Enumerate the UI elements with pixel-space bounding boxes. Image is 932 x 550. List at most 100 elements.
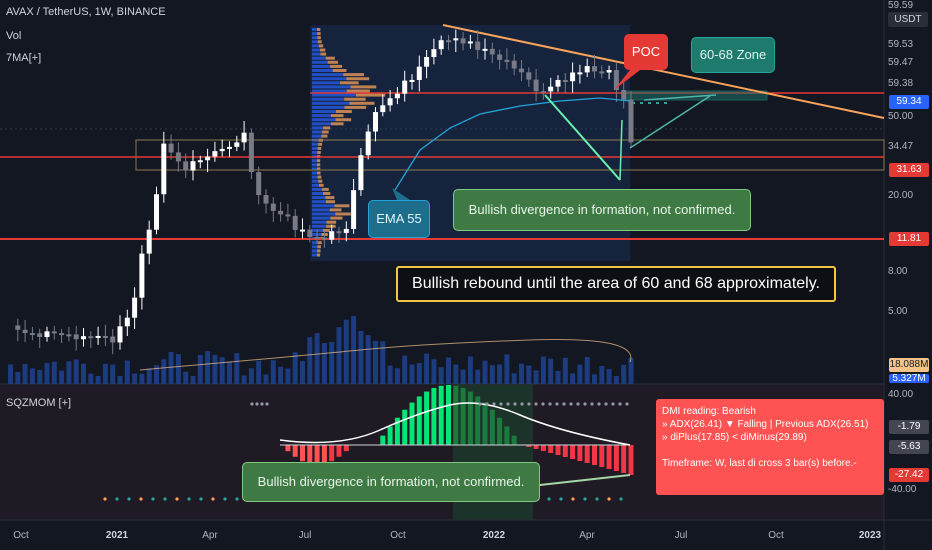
sqzmom-legend[interactable]: SQZMOM [+] [6, 397, 72, 409]
volume-bar [314, 333, 320, 384]
volume-bar [51, 361, 57, 384]
volume-profile-bar [330, 114, 344, 118]
volume-legend[interactable]: Vol [6, 30, 22, 42]
volume-profile-bar [317, 171, 321, 175]
divergence-callout-bottom[interactable]: Bullish divergence in formation, not con… [242, 462, 540, 502]
volume-bar [540, 356, 546, 384]
volume-profile-bar [318, 183, 324, 187]
candle-body [29, 333, 35, 336]
volume-bar [146, 368, 152, 384]
volume-profile-bar [316, 28, 321, 31]
candle-body [161, 143, 167, 195]
momentum-bar [446, 385, 451, 445]
poc-callout[interactable]: POC [624, 34, 668, 70]
squeeze-dot [211, 497, 215, 501]
momentum-bar [329, 445, 335, 462]
volume-profile-bar [350, 85, 377, 89]
momentum-bar [540, 445, 546, 451]
volume-bar [526, 365, 532, 384]
volume-profile-bar [312, 249, 318, 253]
momentum-bar [592, 445, 597, 465]
momentum-bar [431, 387, 437, 445]
time-tick: Oct [13, 530, 29, 541]
momentum-bar [599, 445, 605, 467]
momentum-bar [526, 445, 532, 447]
volume-profile-bar [312, 52, 321, 56]
squeeze-dot [115, 497, 119, 501]
osc-tick: 40.00 [888, 389, 914, 400]
volume-bar [511, 373, 517, 384]
volume-bar [88, 373, 94, 384]
volume-bar [234, 353, 240, 384]
volume-profile-bar [312, 134, 322, 138]
volume-bar [592, 374, 597, 384]
price-tick: 20.00 [888, 190, 914, 201]
volume-profile-bar [325, 196, 335, 200]
oscillator-divergence-line [539, 474, 631, 486]
ema-pointer [392, 188, 410, 200]
volume-profile-bar [312, 101, 350, 105]
volume-bar [285, 368, 291, 384]
volume-profile-bar [312, 77, 347, 81]
volume-profile-bar [312, 81, 340, 85]
volume-ma-badge: 18.088M [889, 358, 929, 372]
volume-bar [132, 373, 138, 384]
volume-bar [446, 357, 451, 384]
candle-body [489, 48, 495, 55]
volume-profile-bar [312, 69, 333, 72]
volume-bar [555, 370, 561, 384]
volume-profile-bar [317, 32, 321, 36]
volume-profile-bar [312, 118, 336, 122]
volume-bar [475, 369, 481, 384]
descending-trendline [442, 24, 885, 119]
ema-callout[interactable]: EMA 55 [368, 200, 430, 238]
volume-profile-bar [327, 60, 339, 64]
volume-profile-bar [312, 192, 324, 195]
volume-bar [183, 371, 189, 384]
divergence-callout-top[interactable]: Bullish divergence in formation, not con… [453, 189, 751, 231]
volume-bar [402, 355, 408, 384]
candle-body [241, 132, 247, 143]
rebound-callout[interactable]: Bullish rebound until the area of 60 and… [396, 266, 836, 302]
candle-body [256, 172, 262, 196]
squeeze-dot [590, 402, 594, 406]
candle-body [154, 194, 159, 230]
symbol-legend[interactable]: AVAX / TetherUS, 1W, BINANCE [6, 6, 166, 18]
volume-profile-bar [323, 192, 331, 195]
dmi-reading-box[interactable]: DMI reading: Bearish » ADX(26.41) ▼ Fall… [656, 399, 884, 495]
volume-profile-bar [344, 105, 367, 109]
volume-profile-bar [329, 208, 342, 212]
candle-body [460, 38, 466, 44]
candle-body [37, 333, 43, 338]
price-tick: 59.38 [888, 78, 914, 89]
volume-profile-bar [312, 187, 323, 191]
squeeze-dot [175, 497, 179, 501]
volume-bar [343, 319, 349, 384]
volume-profile-bar [318, 44, 324, 48]
volume-bar [533, 370, 539, 384]
volume-profile-bar [325, 56, 335, 60]
momentum-bar [504, 426, 510, 445]
ma-legend[interactable]: 7MA[+] [6, 52, 42, 64]
volume-profile-bar [339, 81, 359, 85]
volume-bar [424, 353, 430, 384]
price-tick: 59.53 [888, 39, 914, 50]
candle-body [212, 151, 218, 157]
candle-body [351, 190, 357, 229]
momentum-bar [387, 426, 393, 445]
momentum-bar [314, 445, 320, 465]
volume-bar [175, 354, 181, 384]
volume-bar [606, 368, 612, 384]
price-tick: 59.59 [888, 0, 914, 11]
squeeze-dot [569, 402, 573, 406]
volume-bar [300, 361, 305, 384]
zone-callout[interactable]: 60-68 Zone [691, 37, 775, 73]
candle-body [467, 41, 473, 44]
candle-body [336, 231, 342, 234]
volume-bar [168, 351, 174, 384]
currency-label[interactable]: USDT [888, 12, 928, 27]
volume-bar [154, 365, 159, 384]
volume-bar [460, 369, 466, 384]
momentum-bar [606, 445, 612, 469]
